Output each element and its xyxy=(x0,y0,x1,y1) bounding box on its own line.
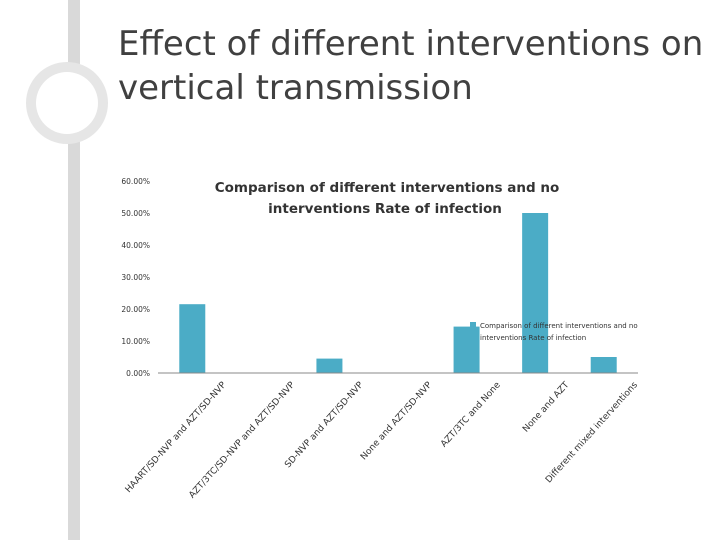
legend-swatch xyxy=(470,322,476,328)
x-tick-label: AZT/3TC and None xyxy=(439,380,503,449)
y-tick-label: 60.00% xyxy=(121,177,150,186)
decorative-circle-inner xyxy=(36,72,98,134)
legend: Comparison of different interventions an… xyxy=(470,322,638,342)
bar xyxy=(179,304,206,373)
y-tick-label: 0.00% xyxy=(126,369,150,378)
chart-title-line-1: Comparison of different interventions an… xyxy=(215,180,559,196)
bars xyxy=(179,213,617,373)
y-axis-tick-labels: 0.00% 10.00% 20.00% 30.00% 40.00% 50.00% 60.00… xyxy=(121,177,150,378)
y-tick-label: 20.00% xyxy=(121,305,150,314)
bar xyxy=(316,358,343,373)
x-tick-label: None and AZT/SD-NVP xyxy=(359,380,435,462)
bar xyxy=(590,357,617,373)
x-tick-label: None and AZT xyxy=(521,380,572,435)
slide-title-line-1: Effect of different interventions on xyxy=(118,24,704,64)
bar xyxy=(522,213,549,373)
chart-title-line-2: interventions Rate of infection xyxy=(268,201,502,217)
bar xyxy=(453,326,480,373)
slide-title-line-2: vertical transmission xyxy=(118,68,473,108)
decorative-circle xyxy=(26,62,108,144)
y-tick-label: 30.00% xyxy=(121,273,150,282)
legend-label-line-2: interventions Rate of infection xyxy=(480,334,586,342)
slide-title: Effect of different interventions on ver… xyxy=(118,22,708,110)
legend-label-line-1: Comparison of different interventions an… xyxy=(480,322,638,330)
y-tick-label: 10.00% xyxy=(121,337,150,346)
x-tick-label: SD-NVP and AZT/SD-NVP xyxy=(283,380,366,470)
y-tick-label: 40.00% xyxy=(121,241,150,250)
y-tick-label: 50.00% xyxy=(121,209,150,218)
x-axis-tick-labels: HAART/SD-NVP and AZT/SD-NVPAZT/3TC/SD-NV… xyxy=(124,380,640,501)
